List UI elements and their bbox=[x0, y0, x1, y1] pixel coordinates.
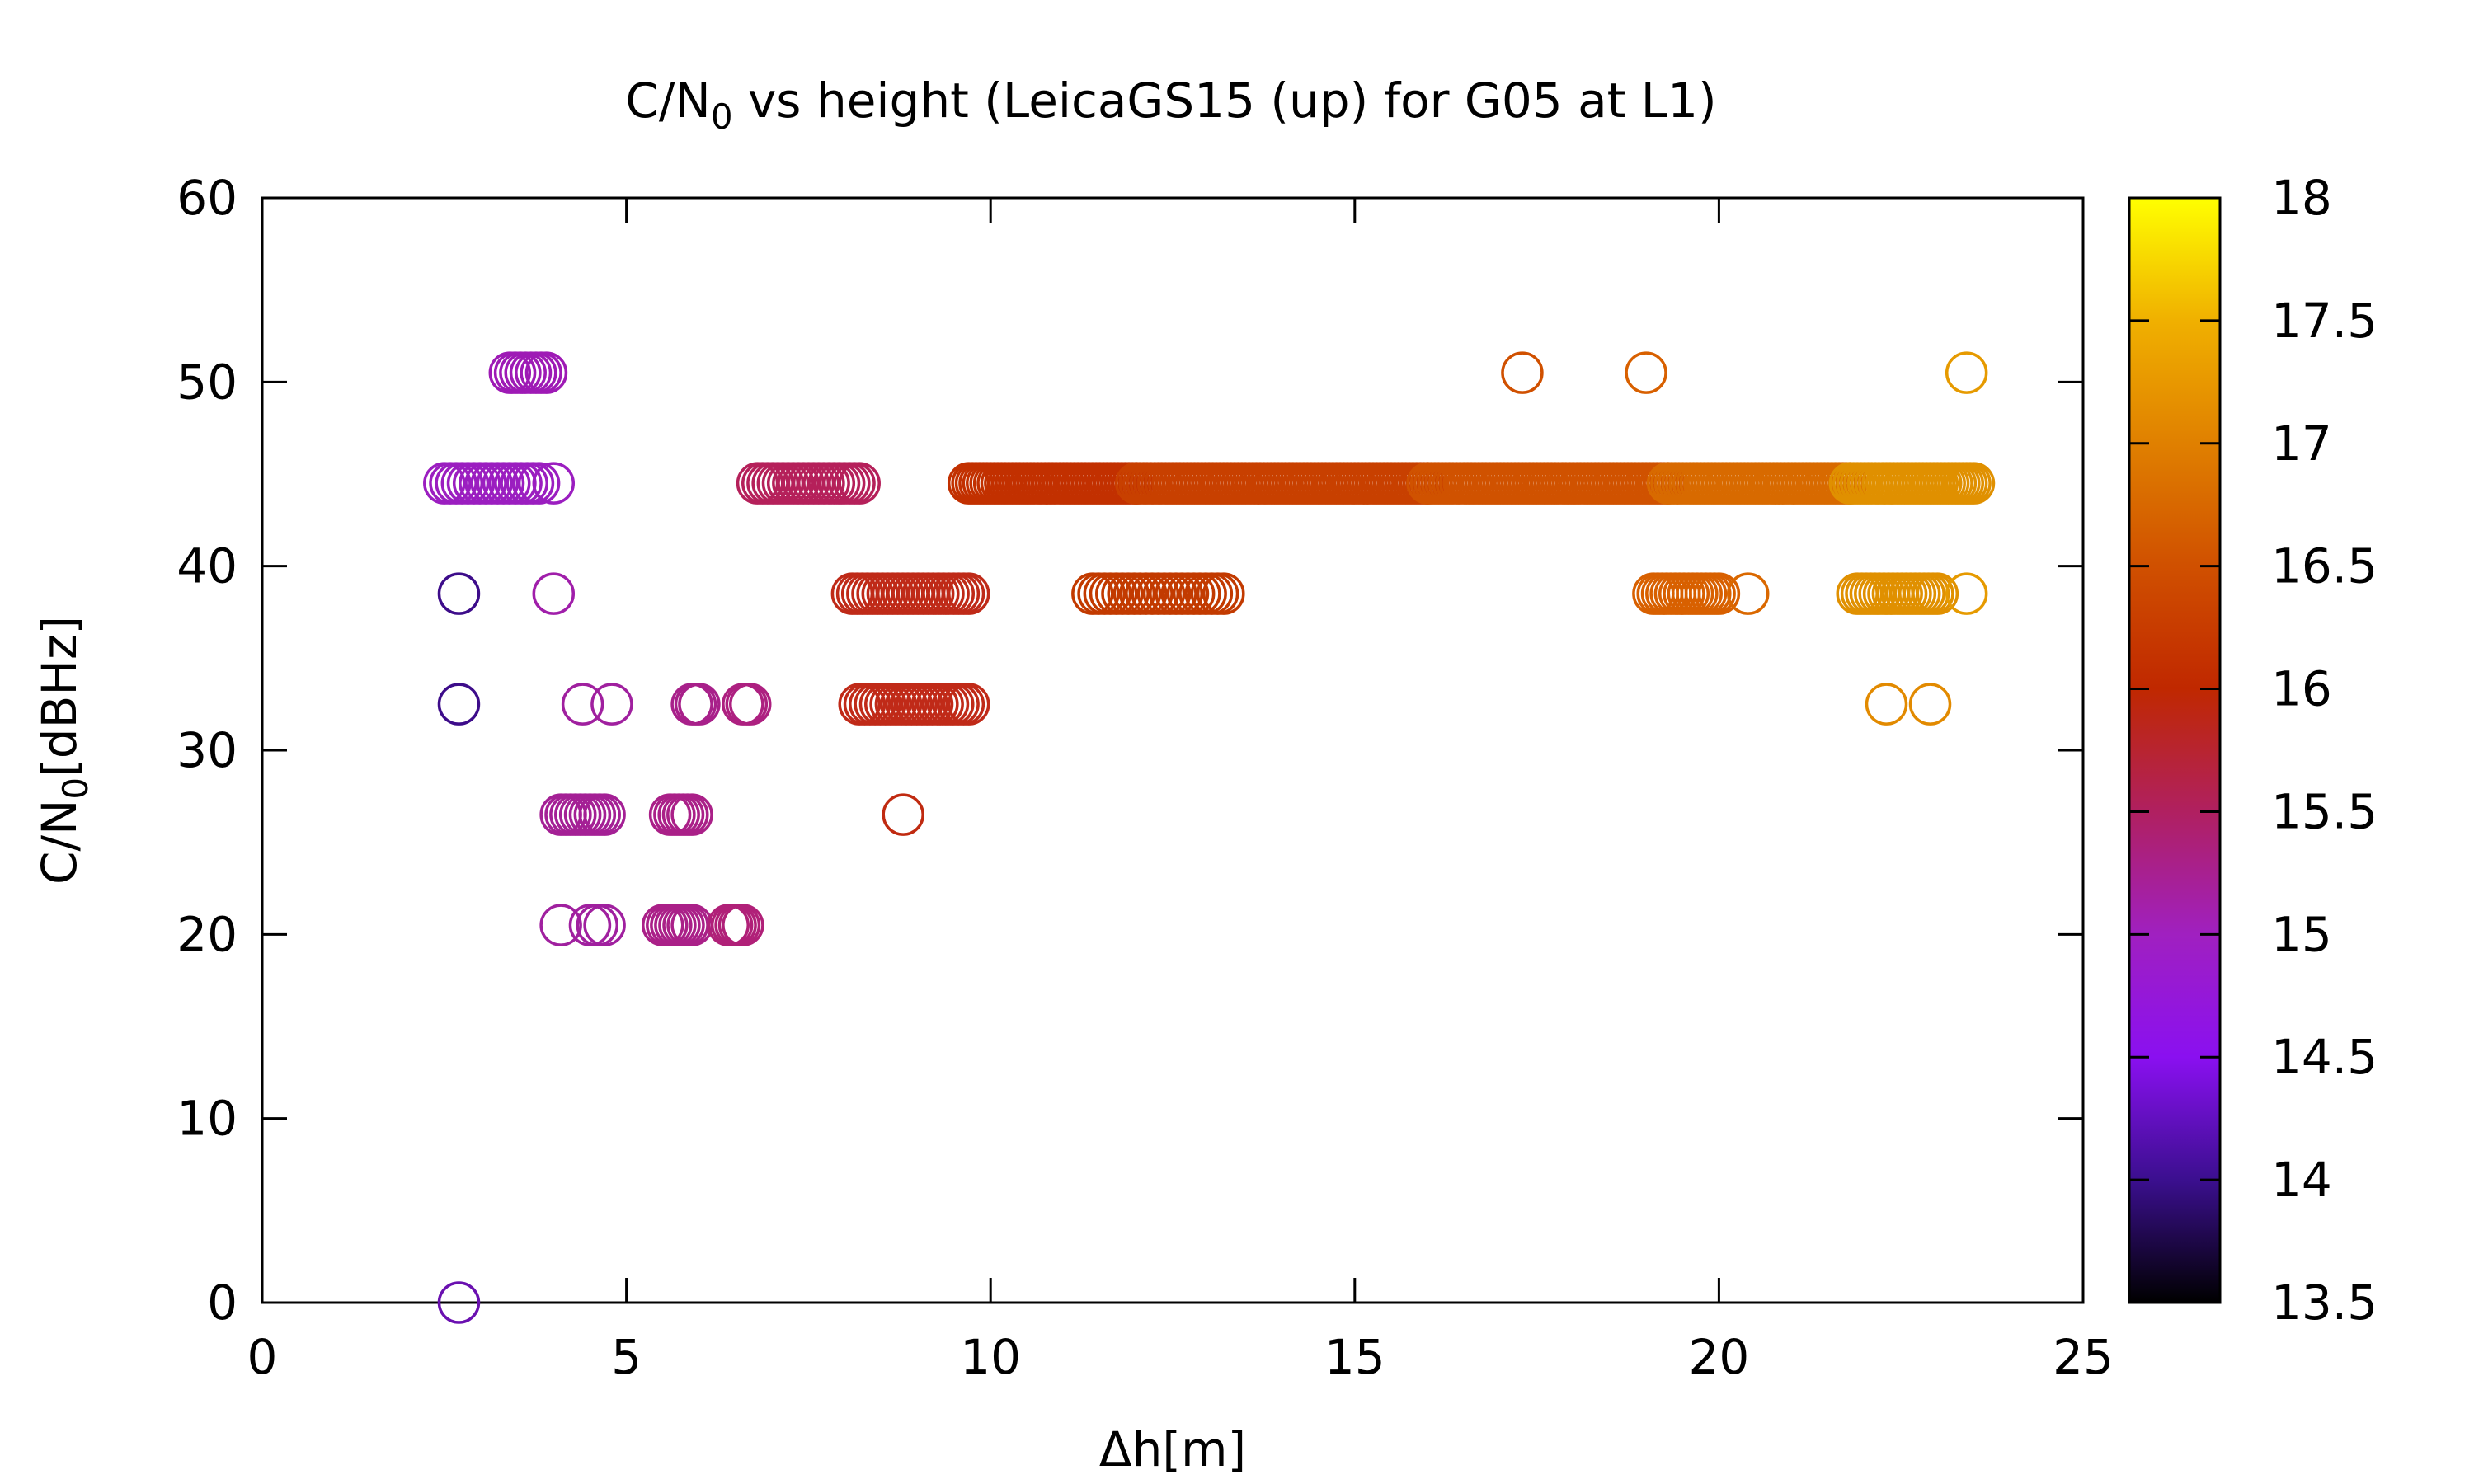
chart-title: C/N0 vs height (LeicaGS15 (up) for G05 a… bbox=[625, 73, 1716, 137]
y-tick-label: 50 bbox=[176, 354, 238, 410]
data-point bbox=[674, 683, 717, 726]
data-point bbox=[561, 683, 604, 726]
x-axis-ticks: 0 5 10 15 20 25 bbox=[247, 198, 2114, 1385]
y-tick-label: 60 bbox=[176, 170, 238, 226]
colorbar-tick-label: 16 bbox=[2271, 661, 2332, 717]
data-points bbox=[423, 351, 1996, 1324]
data-point bbox=[1952, 462, 1996, 505]
data-point bbox=[590, 683, 633, 726]
colorbar-tick-label: 15.5 bbox=[2271, 783, 2378, 839]
x-tick-label: 0 bbox=[247, 1329, 278, 1385]
data-point bbox=[838, 462, 881, 505]
data-point bbox=[947, 683, 990, 726]
data-point bbox=[437, 1281, 481, 1324]
colorbar-ticks: 13.5 14 14.5 15 15.5 16 16.5 17 17.5 18 bbox=[2129, 170, 2378, 1331]
x-tick-label: 15 bbox=[1324, 1329, 1385, 1385]
data-point bbox=[670, 793, 713, 836]
y-tick-label: 10 bbox=[176, 1091, 238, 1147]
colorbar-tick-label: 14 bbox=[2271, 1152, 2332, 1208]
data-point bbox=[437, 572, 481, 615]
chart-title-subscript: 0 bbox=[711, 96, 733, 137]
data-point bbox=[1625, 351, 1667, 394]
data-point bbox=[583, 904, 626, 946]
colorbar-tick-label: 15 bbox=[2271, 906, 2332, 962]
data-point bbox=[722, 904, 764, 946]
colorbar-tick-label: 17.5 bbox=[2271, 293, 2378, 349]
y-axis-title-rest: [dBHz] bbox=[31, 616, 87, 777]
y-tick-label: 40 bbox=[176, 538, 238, 594]
data-point bbox=[1501, 351, 1544, 394]
data-point bbox=[517, 462, 561, 505]
y-tick-label: 30 bbox=[176, 722, 238, 778]
x-tick-label: 20 bbox=[1688, 1329, 1749, 1385]
data-point bbox=[678, 683, 721, 726]
x-tick-label: 10 bbox=[960, 1329, 1021, 1385]
data-point bbox=[1697, 572, 1741, 615]
colorbar bbox=[2128, 196, 2222, 1304]
data-point bbox=[1945, 351, 1988, 394]
data-point bbox=[1916, 572, 1959, 615]
y-axis-title-subscript: 0 bbox=[55, 777, 96, 800]
chart-title-main: C/N bbox=[625, 73, 710, 129]
data-point bbox=[1726, 572, 1770, 615]
chart-title-rest: vs height (LeicaGS15 (up) for G05 at L1) bbox=[733, 73, 1717, 129]
data-point bbox=[583, 793, 626, 836]
colorbar-tick-label: 14.5 bbox=[2271, 1029, 2378, 1085]
x-tick-label: 5 bbox=[611, 1329, 642, 1385]
data-point bbox=[539, 904, 582, 946]
data-point bbox=[532, 572, 576, 615]
data-point bbox=[524, 351, 568, 394]
colorbar-tick-label: 13.5 bbox=[2271, 1275, 2378, 1331]
data-point bbox=[1202, 572, 1245, 615]
colorbar-tick-label: 17 bbox=[2271, 416, 2332, 472]
y-tick-label: 0 bbox=[207, 1275, 238, 1331]
colorbar-tick-label: 16.5 bbox=[2271, 538, 2378, 594]
data-point bbox=[947, 572, 990, 615]
data-point bbox=[728, 683, 772, 726]
data-point bbox=[437, 683, 481, 726]
data-point bbox=[1908, 683, 1952, 726]
y-tick-label: 20 bbox=[176, 906, 238, 962]
data-point bbox=[1865, 683, 1908, 726]
data-point bbox=[532, 462, 576, 505]
y-axis-ticks: 0 10 20 30 40 50 60 bbox=[176, 170, 2083, 1331]
plot-frame bbox=[261, 196, 2085, 1304]
y-axis-title: C/N0[dBHz] bbox=[31, 616, 96, 885]
data-point bbox=[725, 683, 769, 726]
y-axis-title-main: C/N bbox=[31, 800, 87, 885]
data-point bbox=[1945, 572, 1988, 615]
colorbar-tick-label: 18 bbox=[2271, 170, 2332, 226]
x-axis-title: Δh[m] bbox=[1099, 1421, 1246, 1477]
data-point bbox=[882, 793, 924, 836]
x-tick-label: 25 bbox=[2053, 1329, 2114, 1385]
